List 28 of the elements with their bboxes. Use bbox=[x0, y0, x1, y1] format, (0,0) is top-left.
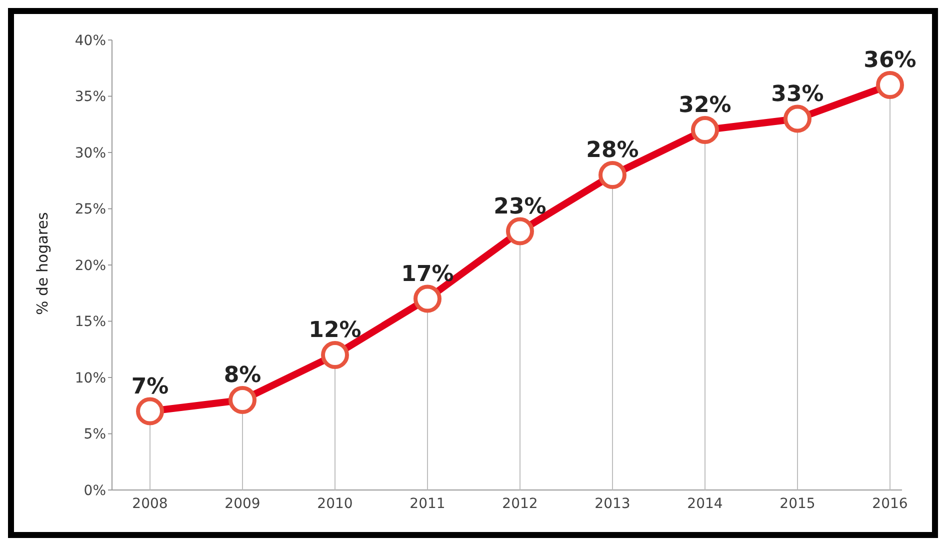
x-tick-label: 2008 bbox=[132, 496, 168, 512]
x-tick-label: 2009 bbox=[224, 496, 260, 512]
data-label: 36% bbox=[864, 48, 916, 73]
data-label: 12% bbox=[308, 318, 362, 343]
y-tick-label: 30% bbox=[74, 145, 106, 162]
data-label: 8% bbox=[224, 363, 262, 388]
y-tick-label: 15% bbox=[74, 314, 106, 330]
y-tick-label: 0% bbox=[84, 482, 106, 499]
data-label: 33% bbox=[771, 82, 824, 107]
x-tick-label: 2015 bbox=[780, 496, 816, 512]
x-tick-label: 2014 bbox=[687, 496, 723, 512]
x-tick-label: 2010 bbox=[317, 496, 353, 512]
y-tick-label: 20% bbox=[74, 258, 106, 274]
y-tick-label: 40% bbox=[74, 32, 106, 49]
y-tick-label: 10% bbox=[74, 370, 106, 386]
data-label: 32% bbox=[678, 93, 732, 118]
x-tick-label: 2011 bbox=[410, 496, 446, 512]
data-label: 17% bbox=[401, 262, 454, 287]
data-label: 28% bbox=[586, 138, 639, 163]
y-tick-label: 5% bbox=[84, 426, 106, 443]
data-label: 23% bbox=[494, 194, 546, 220]
x-tick-label: 2013 bbox=[594, 496, 630, 512]
y-tick-label: 25% bbox=[74, 202, 106, 218]
y-axis-title: % de hogares bbox=[33, 212, 52, 315]
y-tick-label: 35% bbox=[74, 89, 106, 106]
x-tick-label: 2016 bbox=[872, 496, 908, 512]
x-tick-label: 2012 bbox=[502, 496, 538, 512]
data-label: 7% bbox=[131, 374, 169, 400]
